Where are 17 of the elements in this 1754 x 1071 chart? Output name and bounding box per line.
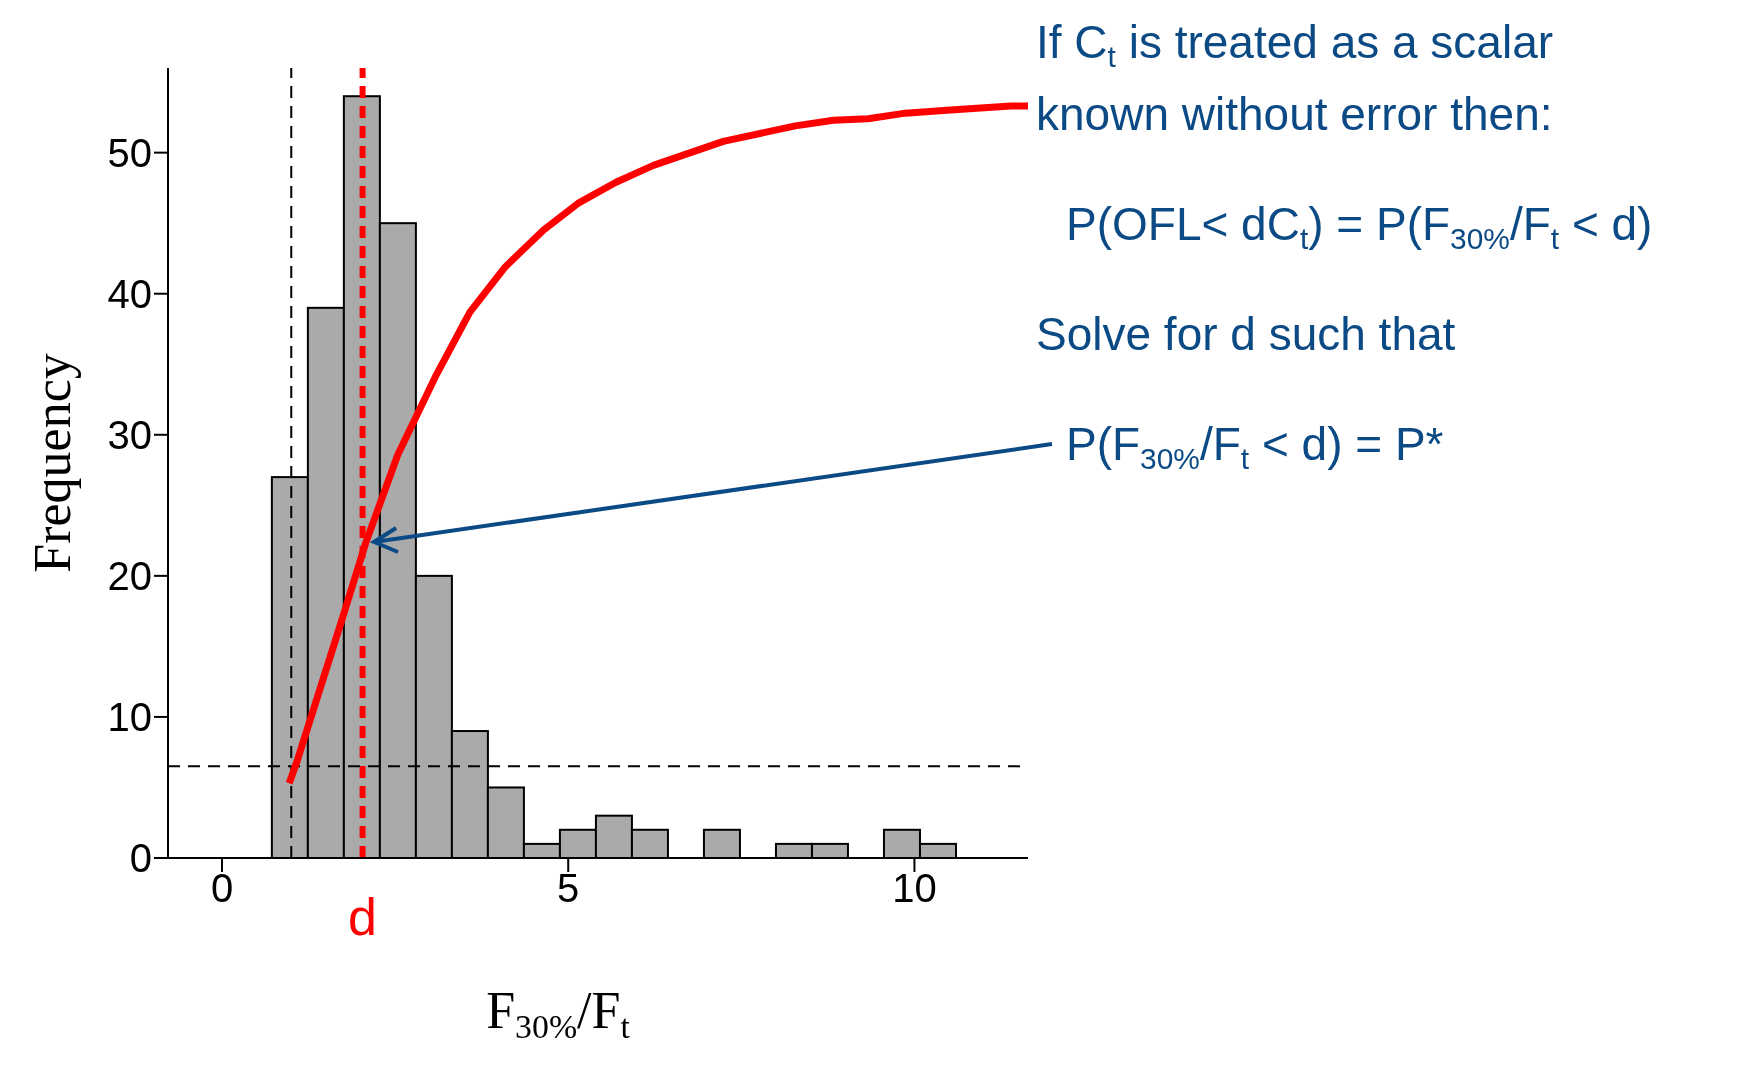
text: known without error then: (1036, 88, 1553, 140)
y-axis-title: Frequency (24, 353, 81, 573)
y-tick-label: 30 (107, 412, 152, 457)
text: Solve for d such that (1036, 308, 1456, 360)
x-axis-title: F$_{30%}$/F$_{t}$ (486, 982, 631, 1046)
annotation: P(F$_{30%}$/F$_{t}$ < d) = P* (1066, 418, 1444, 475)
y-tick-label: 50 (107, 130, 152, 175)
y-tick-label: 20 (107, 554, 152, 599)
text: If C$_{t}$ is treated as a scalar (1036, 16, 1554, 73)
x-tick-label: 0 (210, 866, 234, 911)
y-tick-label: 0 (129, 836, 152, 881)
ref-line-label: d (348, 887, 378, 946)
x-tick-label: 10 (892, 866, 937, 911)
x-tick-label: 5 (557, 866, 580, 911)
y-tick-label: 10 (107, 695, 152, 740)
text: P(OFL< dC$_{t}$) = P(F$_{30%}$/F$_{t}$ < d) (1066, 198, 1653, 255)
y-tick-label: 40 (107, 271, 152, 316)
